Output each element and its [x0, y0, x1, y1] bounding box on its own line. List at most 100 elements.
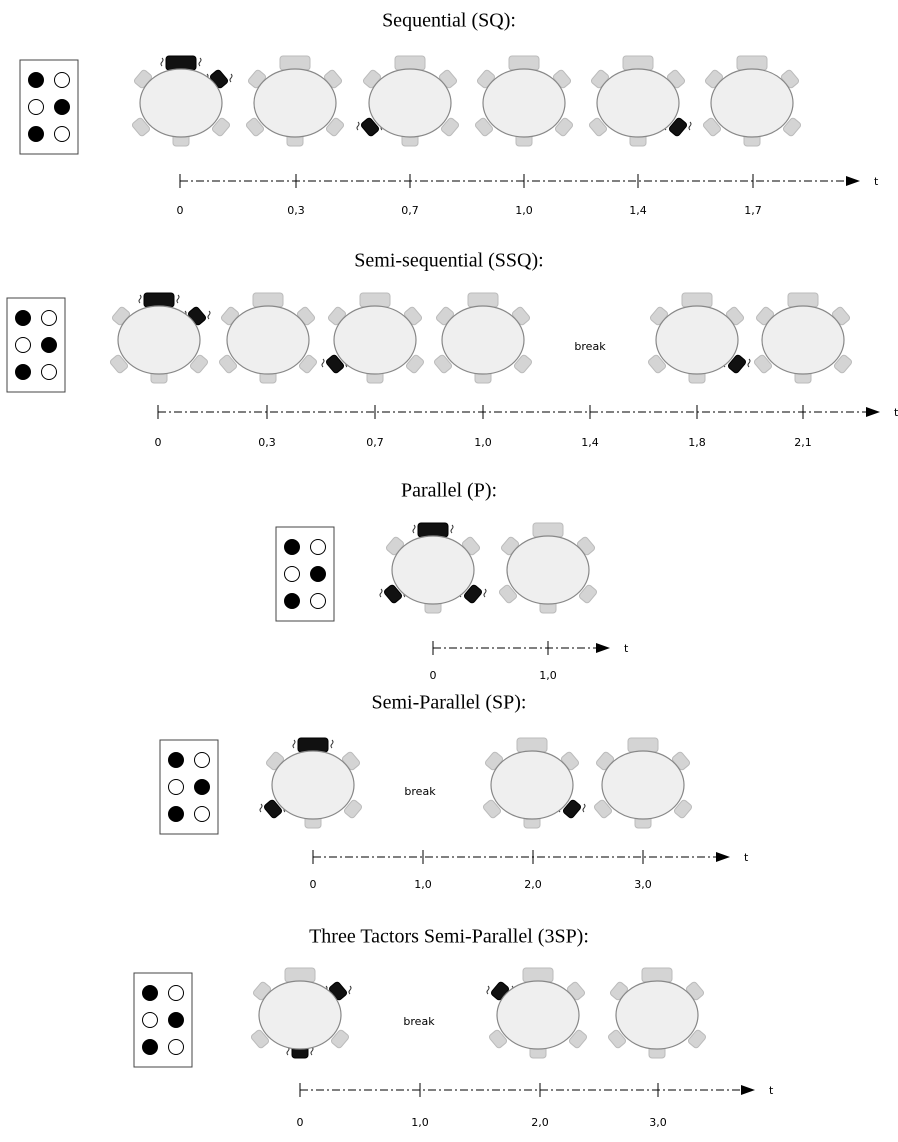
table-top — [391, 535, 475, 605]
braille-dot — [41, 337, 57, 353]
vibration — [483, 588, 487, 598]
braille-dot — [41, 310, 57, 326]
braille-dot — [142, 985, 158, 1001]
active-tactor — [417, 522, 449, 538]
table-top — [441, 305, 525, 375]
axis-label: t — [744, 851, 749, 864]
table — [218, 292, 318, 384]
chair — [522, 967, 554, 983]
braille-dot — [15, 337, 31, 353]
tick-label: 0 — [430, 669, 437, 682]
vibration — [486, 985, 490, 995]
chair — [647, 354, 667, 374]
vibration — [688, 121, 692, 131]
braille-dot — [168, 1039, 184, 1055]
braille-dot — [310, 566, 326, 582]
vibration — [450, 524, 454, 534]
chair — [279, 55, 311, 71]
active-tactor — [360, 117, 380, 137]
tick-label: 0,7 — [401, 204, 419, 217]
chair — [211, 117, 231, 137]
table-top — [226, 305, 310, 375]
chair — [440, 117, 460, 137]
tick-label: 3,0 — [634, 878, 652, 891]
section-title: Parallel (P): — [401, 480, 497, 502]
braille-dot — [28, 126, 44, 142]
braille-dot — [142, 1012, 158, 1028]
table-top — [655, 305, 739, 375]
braille-dot — [284, 539, 300, 555]
chair — [687, 1029, 707, 1049]
chair — [513, 354, 533, 374]
chair — [284, 967, 316, 983]
table-top — [601, 750, 685, 820]
tick-label: 1,0 — [414, 878, 432, 891]
braille-dot — [28, 99, 44, 115]
chair — [627, 737, 659, 753]
active-tactor — [463, 584, 483, 604]
chair — [641, 967, 673, 983]
chair — [554, 117, 574, 137]
tick-label: 0 — [297, 1116, 304, 1129]
break-label: break — [403, 1015, 435, 1028]
active-tactor — [165, 55, 197, 71]
tick-label: 1,4 — [629, 204, 647, 217]
table — [753, 292, 853, 384]
vibration — [356, 121, 360, 131]
vibration — [582, 803, 586, 813]
active-tactor — [297, 737, 329, 753]
braille-dot — [168, 779, 184, 795]
chair — [252, 292, 284, 308]
tick-label: 0 — [310, 878, 317, 891]
braille-dot — [168, 752, 184, 768]
braille-dot — [194, 779, 210, 795]
section-title: Sequential (SQ): — [382, 10, 516, 32]
chair — [702, 117, 722, 137]
axis-label: t — [894, 406, 898, 419]
chair — [189, 354, 209, 374]
vibration — [330, 739, 334, 749]
tick-label: 1,7 — [744, 204, 762, 217]
table — [259, 737, 363, 829]
timeline-arrow — [741, 1085, 755, 1095]
vibration — [160, 57, 164, 67]
active-tactor — [562, 799, 582, 819]
chair — [782, 117, 802, 137]
table-top — [139, 68, 223, 138]
chair — [245, 117, 265, 137]
chair — [474, 117, 494, 137]
braille-dot — [41, 364, 57, 380]
vibration — [176, 294, 180, 304]
table — [647, 292, 751, 384]
braille-dot — [168, 985, 184, 1001]
table — [498, 522, 598, 614]
chair — [787, 292, 819, 308]
table — [702, 55, 802, 147]
table-top — [271, 750, 355, 820]
chair — [532, 522, 564, 538]
axis-label: t — [874, 175, 879, 188]
timeline-arrow — [846, 176, 860, 186]
timeline-arrow — [866, 407, 880, 417]
tick-label: 2,1 — [794, 436, 812, 449]
table — [356, 55, 460, 147]
braille-dot — [310, 539, 326, 555]
table — [482, 737, 586, 829]
chair — [325, 117, 345, 137]
table-top — [710, 68, 794, 138]
table — [593, 737, 693, 829]
chair — [736, 55, 768, 71]
table-top — [506, 535, 590, 605]
active-tactor — [143, 292, 175, 308]
chair — [343, 799, 363, 819]
table — [245, 55, 345, 147]
braille-dot — [54, 99, 70, 115]
table-top — [596, 68, 680, 138]
axis-label: t — [769, 1084, 774, 1097]
table-top — [496, 980, 580, 1050]
break-label: break — [574, 340, 606, 353]
vibration — [138, 294, 142, 304]
chair — [467, 292, 499, 308]
table — [109, 292, 211, 384]
table-top — [490, 750, 574, 820]
